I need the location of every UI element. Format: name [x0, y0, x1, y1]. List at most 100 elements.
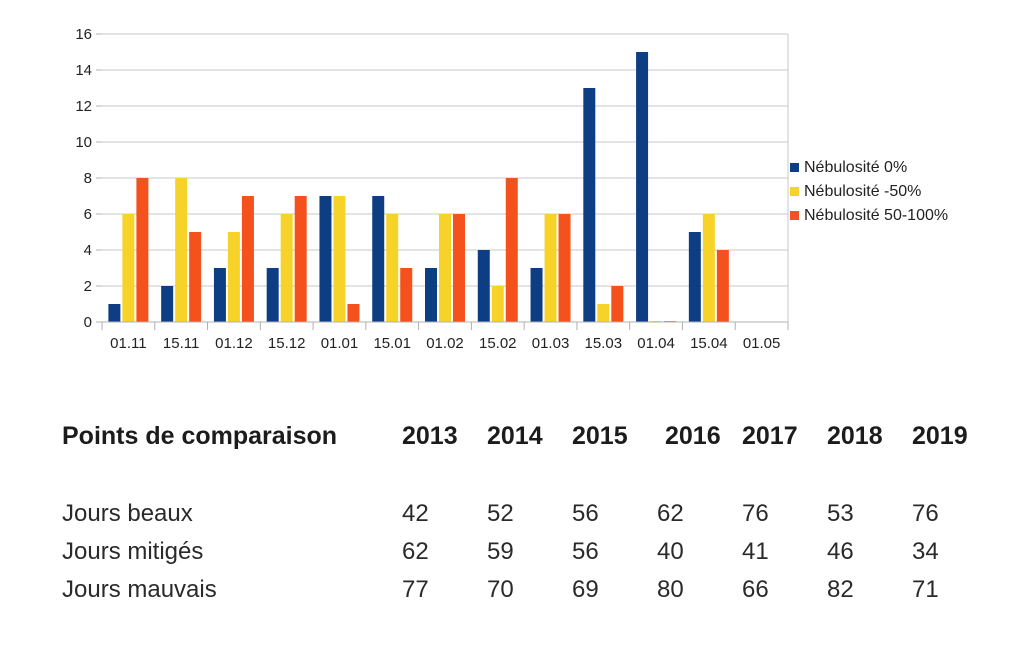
x-tick-label: 15.01 — [373, 335, 411, 352]
bar-01-03-series-1 — [530, 268, 543, 322]
y-tick-label: 2 — [84, 278, 92, 295]
legend-label: Nébulosité 0% — [804, 159, 907, 176]
bar-15-12-series-3 — [294, 196, 307, 322]
bar-01-12-series-2 — [227, 232, 240, 322]
bar-15-01-series-2 — [386, 214, 399, 322]
x-tick-label: 01.11 — [110, 335, 146, 352]
table-year-2013: 2013 — [402, 422, 458, 450]
x-tick-label: 01.02 — [426, 335, 464, 352]
table-cell: 52 — [487, 500, 514, 527]
bar-15-02-series-2 — [491, 286, 504, 322]
comparison-table: Points de comparaison 2013 2014 2015 201… — [50, 410, 984, 635]
x-tick-label: 01.03 — [532, 335, 570, 352]
table-cell: 80 — [657, 576, 684, 603]
bar-01-02-series-1 — [425, 268, 437, 322]
bar-01-12-series-1 — [213, 268, 226, 322]
bar-15-12-series-1 — [266, 268, 279, 322]
legend-swatch — [790, 187, 799, 196]
table-cell: 66 — [742, 576, 769, 603]
bar-01-11-series-2 — [122, 214, 135, 322]
table-year-2014: 2014 — [487, 422, 543, 450]
bar-01-03-series-3 — [558, 214, 571, 322]
x-tick-label: 15.12 — [268, 335, 306, 352]
y-tick-label: 4 — [84, 242, 92, 259]
x-tick-label: 15.04 — [690, 335, 728, 352]
table-header-label: Points de comparaison — [62, 422, 338, 450]
bar-01-11-series-1 — [108, 304, 121, 322]
table-cell: 46 — [827, 538, 854, 565]
legend-label: Nébulosité -50% — [804, 183, 921, 200]
table-cell: 53 — [827, 500, 854, 527]
table-cell: 69 — [572, 576, 599, 603]
table-year-2016: 2016 — [665, 422, 721, 450]
table-cell: 70 — [487, 576, 514, 603]
y-axis: 0 2 4 6 8 10 12 14 16 — [75, 26, 102, 331]
table-cell: 59 — [487, 538, 514, 565]
bar-01-03-series-2 — [544, 214, 557, 322]
chart-legend: Nébulosité 0% Nébulosité -50% Nébulosité 5… — [790, 159, 948, 224]
cloudiness-bar-chart: 0 2 4 6 8 10 12 14 16 01.11 15.11 01.12 15.12 01.01 1… — [75, 26, 948, 352]
bar-15-02-series-3 — [505, 178, 518, 322]
x-tick-label: 15.02 — [479, 335, 517, 352]
bar-01-02-series-2 — [439, 214, 451, 322]
bar-15-01-series-3 — [400, 268, 413, 322]
table-cell: 62 — [402, 538, 429, 565]
bar-15-11-series-3 — [189, 232, 202, 322]
table-cell: 42 — [402, 500, 429, 527]
table-year-2019: 2019 — [912, 422, 968, 450]
table-cell: 40 — [657, 538, 684, 565]
table-year-2018: 2018 — [827, 422, 883, 450]
table-cell: 76 — [912, 500, 939, 527]
chart-bars — [108, 52, 729, 322]
table-cell: 41 — [742, 538, 769, 565]
legend-swatch — [790, 211, 799, 220]
bar-01-02-series-3 — [453, 214, 465, 322]
bar-15-03-series-1 — [583, 88, 596, 322]
bar-15-04-series-1 — [688, 232, 701, 322]
table-year-2017: 2017 — [742, 422, 798, 450]
bar-15-02-series-1 — [477, 250, 490, 322]
bar-01-04-series-1 — [636, 52, 649, 322]
table-cell: 34 — [912, 538, 939, 565]
bar-01-01-series-2 — [333, 196, 346, 322]
table-cell: 56 — [572, 500, 599, 527]
bar-15-03-series-2 — [597, 304, 610, 322]
table-cell: 71 — [912, 576, 939, 603]
table-cell: 76 — [742, 500, 769, 527]
bar-15-12-series-2 — [280, 214, 293, 322]
table-cell: 82 — [827, 576, 854, 603]
bar-01-01-series-1 — [319, 196, 332, 322]
y-tick-label: 10 — [75, 134, 92, 151]
bar-15-01-series-1 — [372, 196, 385, 322]
x-tick-label: 01.12 — [215, 335, 253, 352]
table-cell: 56 — [572, 538, 599, 565]
row-label: Jours beaux — [62, 500, 193, 527]
bar-15-11-series-2 — [175, 178, 188, 322]
bar-15-11-series-1 — [161, 286, 174, 322]
x-tick-label: 15.11 — [163, 335, 199, 352]
bar-15-03-series-3 — [611, 286, 624, 322]
y-tick-label: 8 — [84, 170, 92, 187]
x-tick-label: 01.05 — [743, 335, 781, 352]
bar-15-04-series-2 — [702, 214, 715, 322]
table-cell: 62 — [657, 500, 684, 527]
x-tick-label: 01.04 — [637, 335, 675, 352]
legend-label: Nébulosité 50-100% — [804, 207, 948, 224]
bar-01-01-series-3 — [347, 304, 360, 322]
bar-01-12-series-3 — [241, 196, 254, 322]
x-tick-label: 01.01 — [321, 335, 359, 352]
y-tick-label: 6 — [84, 206, 92, 223]
x-tick-label: 15.03 — [585, 335, 623, 352]
y-tick-label: 0 — [84, 314, 92, 331]
y-tick-label: 12 — [75, 98, 92, 115]
row-label: Jours mauvais — [62, 576, 217, 603]
row-label: Jours mitigés — [62, 538, 204, 565]
bar-01-11-series-3 — [136, 178, 149, 322]
y-tick-label: 14 — [75, 62, 92, 79]
y-tick-label: 16 — [75, 26, 92, 43]
legend-swatch — [790, 163, 799, 172]
x-axis: 01.11 15.11 01.12 15.12 01.01 15.01 01.02 15.02… — [101, 321, 789, 352]
table-year-2015: 2015 — [572, 422, 628, 450]
bar-15-04-series-3 — [716, 250, 729, 322]
table-cell: 77 — [402, 576, 429, 603]
